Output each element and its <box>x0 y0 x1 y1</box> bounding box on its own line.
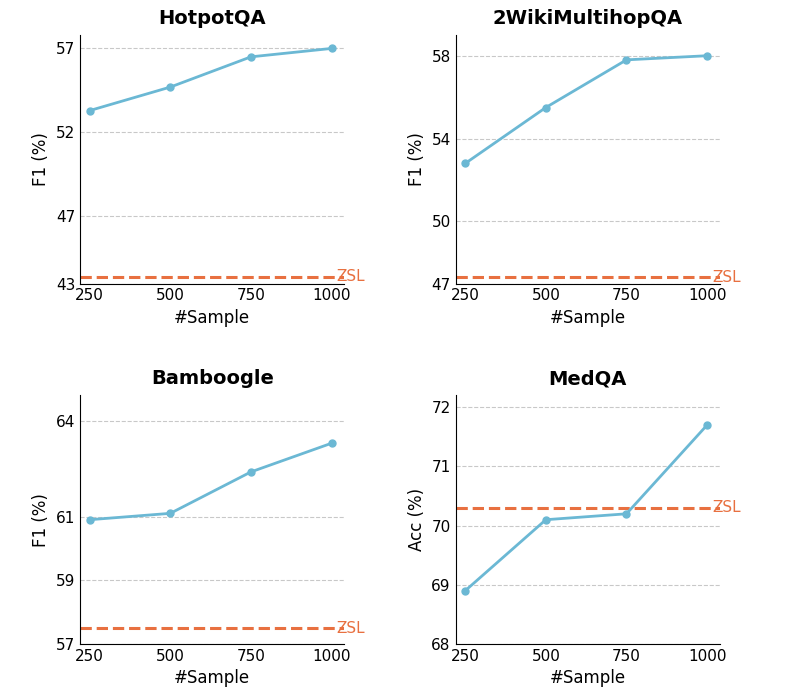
Title: 2WikiMultihopQA: 2WikiMultihopQA <box>493 9 683 28</box>
Y-axis label: Acc (%): Acc (%) <box>408 488 426 552</box>
X-axis label: #Sample: #Sample <box>174 669 250 687</box>
X-axis label: #Sample: #Sample <box>174 309 250 327</box>
X-axis label: #Sample: #Sample <box>550 669 626 687</box>
Text: ZSL: ZSL <box>336 270 365 284</box>
Text: ZSL: ZSL <box>712 500 741 515</box>
Title: MedQA: MedQA <box>549 370 627 389</box>
Text: ZSL: ZSL <box>712 270 741 285</box>
Title: HotpotQA: HotpotQA <box>158 9 266 28</box>
Title: Bamboogle: Bamboogle <box>150 370 274 389</box>
X-axis label: #Sample: #Sample <box>550 309 626 327</box>
Y-axis label: F1 (%): F1 (%) <box>32 132 50 186</box>
Y-axis label: F1 (%): F1 (%) <box>408 132 426 186</box>
Y-axis label: F1 (%): F1 (%) <box>32 493 50 547</box>
Text: ZSL: ZSL <box>336 621 365 636</box>
